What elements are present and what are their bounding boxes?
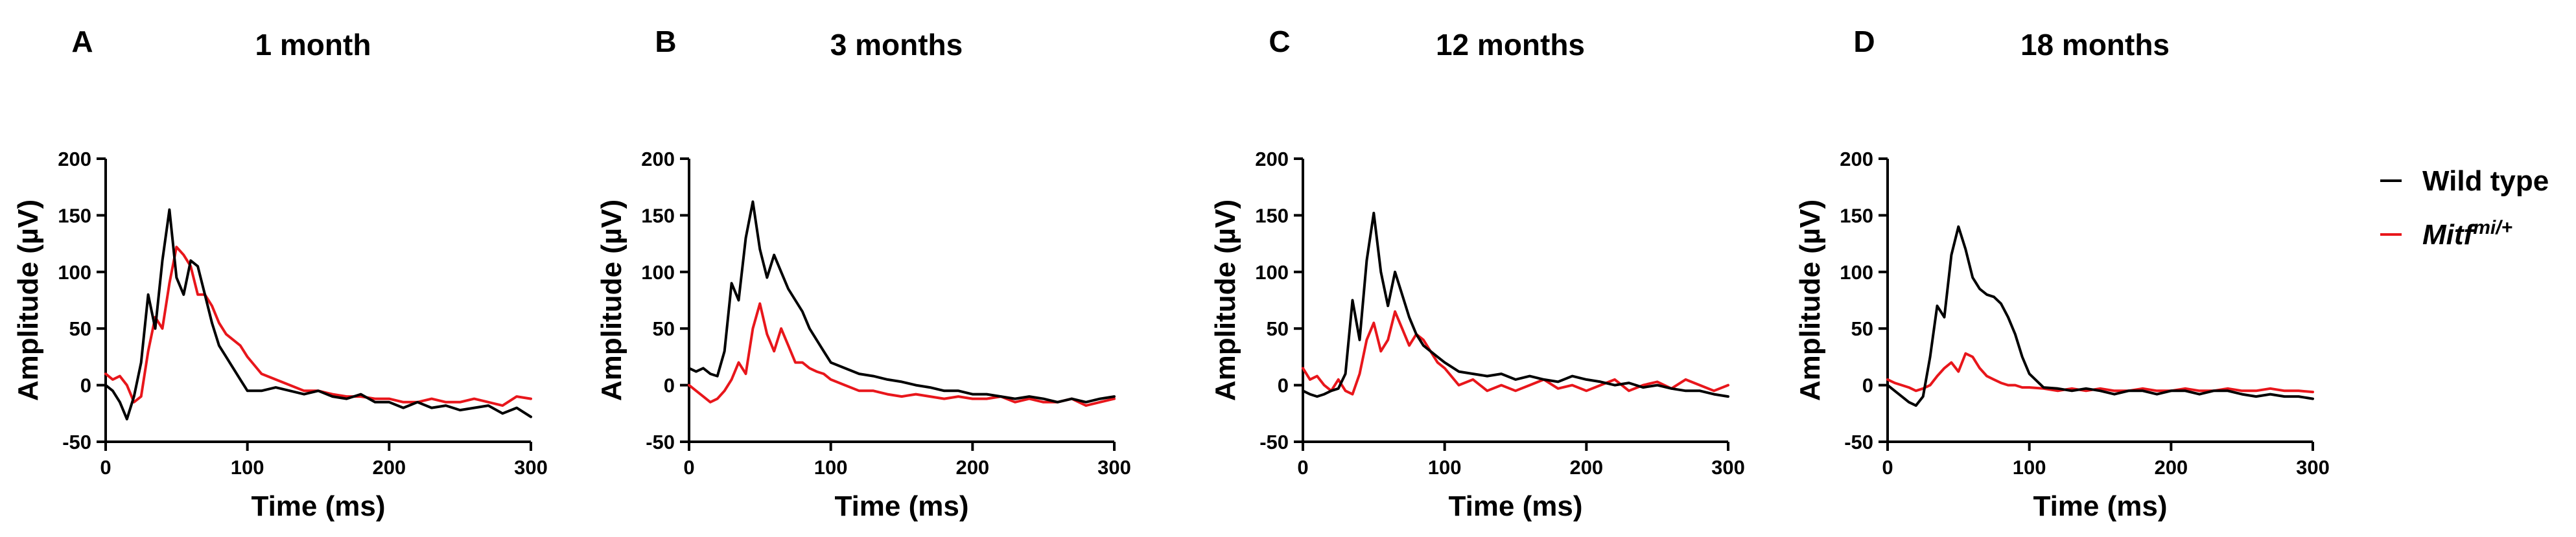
y-tick-label: 50 bbox=[1851, 317, 1873, 340]
panel-d: D 18 months -50 0 50 100 150 200 0 100 200 300 Time … bbox=[1794, 25, 2330, 522]
x-tick-label: 300 bbox=[1097, 456, 1131, 479]
y-axis-title: Amplitude (µV) bbox=[1794, 200, 1826, 401]
x-tick-label: 0 bbox=[1297, 456, 1308, 479]
x-tick-label: 200 bbox=[2154, 456, 2188, 479]
x-tick-label: 100 bbox=[231, 456, 264, 479]
y-tick-label: 0 bbox=[1862, 374, 1873, 397]
y-tick-label: 150 bbox=[1255, 204, 1289, 227]
x-tick-label: 0 bbox=[1882, 456, 1893, 479]
y-tick-label: 150 bbox=[1840, 204, 1873, 227]
y-tick-label: 100 bbox=[641, 261, 675, 284]
x-tick-label: 100 bbox=[1428, 456, 1462, 479]
wild-type-trace bbox=[1302, 211, 1729, 398]
panel-a: A 1 month -50 0 50 100 150 200 0 100 200 300 Time (m… bbox=[12, 25, 548, 522]
x-tick-label: 300 bbox=[1711, 456, 1745, 479]
legend: Wild type Mitfmi/+ bbox=[2380, 165, 2549, 251]
x-tick-label: 200 bbox=[1569, 456, 1603, 479]
panel-letter: C bbox=[1269, 25, 1290, 58]
x-axis-title: Time (ms) bbox=[251, 490, 385, 522]
x-tick-label: 100 bbox=[2013, 456, 2046, 479]
mutant-trace bbox=[688, 302, 1116, 407]
panel-letter: D bbox=[1853, 25, 1875, 58]
x-tick-label: 0 bbox=[683, 456, 694, 479]
y-tick-label: 0 bbox=[664, 374, 675, 397]
y-tick-label: 200 bbox=[1255, 148, 1289, 170]
x-tick-label: 300 bbox=[2296, 456, 2330, 479]
x-axis-title: Time (ms) bbox=[1448, 490, 1582, 522]
y-tick-label: -50 bbox=[62, 431, 91, 453]
y-tick-label: -50 bbox=[1844, 431, 1873, 453]
y-axis-title: Amplitude (µV) bbox=[1210, 200, 1241, 401]
y-tick-label: 50 bbox=[1267, 317, 1289, 340]
mutant-trace bbox=[1302, 310, 1729, 396]
legend-mutant-base: Mitf bbox=[2422, 219, 2476, 251]
legend-mutant-superscript: mi/+ bbox=[2473, 217, 2512, 238]
legend-mutant-label: Mitfmi/+ bbox=[2422, 217, 2512, 251]
x-tick-label: 200 bbox=[372, 456, 406, 479]
y-tick-label: 150 bbox=[641, 204, 675, 227]
panel-title: 18 months bbox=[2020, 28, 2170, 62]
panel-title: 1 month bbox=[255, 28, 371, 62]
wild-type-trace bbox=[1886, 225, 2314, 407]
mutant-trace bbox=[1886, 352, 2314, 394]
y-tick-label: 100 bbox=[1840, 261, 1873, 284]
y-axis-title: Amplitude (µV) bbox=[596, 200, 627, 401]
y-tick-label: 50 bbox=[69, 317, 91, 340]
x-tick-label: 200 bbox=[955, 456, 989, 479]
mutant-trace bbox=[104, 246, 532, 407]
y-tick-label: -50 bbox=[646, 431, 675, 453]
y-tick-label: 0 bbox=[80, 374, 91, 397]
y-tick-label: 200 bbox=[1840, 148, 1873, 170]
y-tick-label: 200 bbox=[58, 148, 91, 170]
y-tick-label: 200 bbox=[641, 148, 675, 170]
panel-letter: B bbox=[655, 25, 676, 58]
y-tick-label: 150 bbox=[58, 204, 91, 227]
x-tick-label: 100 bbox=[814, 456, 848, 479]
wild-type-trace bbox=[104, 208, 532, 420]
panel-letter: A bbox=[71, 25, 93, 58]
y-tick-label: 100 bbox=[1255, 261, 1289, 284]
x-axis-title: Time (ms) bbox=[834, 490, 968, 522]
legend-wild-type-label: Wild type bbox=[2422, 165, 2549, 197]
y-tick-label: 0 bbox=[1278, 374, 1289, 397]
y-tick-label: 50 bbox=[653, 317, 675, 340]
panel-title: 12 months bbox=[1436, 28, 1585, 62]
panel-title: 3 months bbox=[830, 28, 963, 62]
x-tick-label: 0 bbox=[100, 456, 111, 479]
panel-b: B 3 months -50 0 50 100 150 200 0 100 200 300 Time (… bbox=[596, 25, 1131, 522]
wild-type-trace bbox=[688, 200, 1116, 404]
y-tick-label: 100 bbox=[58, 261, 91, 284]
y-axis-title: Amplitude (µV) bbox=[12, 200, 44, 401]
y-tick-label: -50 bbox=[1259, 431, 1289, 453]
panel-c: C 12 months -50 0 50 100 150 200 0 100 200 300 Time … bbox=[1210, 25, 1745, 522]
x-tick-label: 300 bbox=[514, 456, 548, 479]
x-axis-title: Time (ms) bbox=[2033, 490, 2167, 522]
